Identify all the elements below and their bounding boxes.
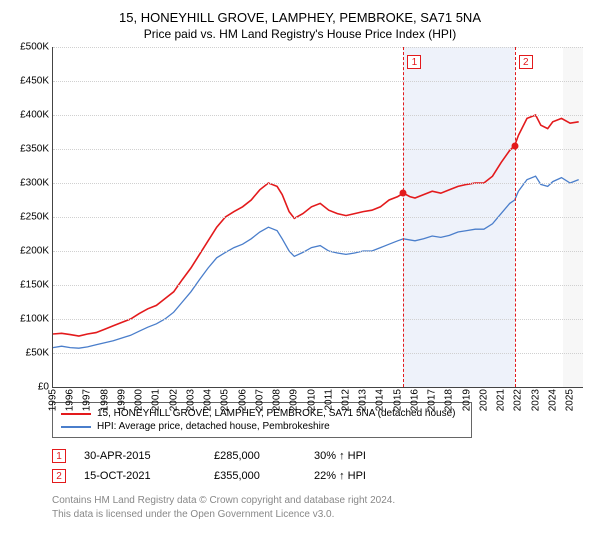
gridline-h <box>53 183 583 184</box>
gridline-h <box>53 115 583 116</box>
x-tick-label: 2018 <box>444 389 455 411</box>
x-tick-label: 2011 <box>323 389 334 411</box>
y-tick-label: £450K <box>4 76 49 87</box>
y-tick-label: £350K <box>4 144 49 155</box>
sale-marker-dot <box>511 142 518 149</box>
sale-marker-dot <box>400 190 407 197</box>
sale-marker-line <box>515 47 516 387</box>
x-tick-label: 2013 <box>358 389 369 411</box>
sale-vs-hpi: 22% ↑ HPI <box>314 470 434 482</box>
y-tick-label: £150K <box>4 280 49 291</box>
x-tick-label: 1995 <box>48 389 59 411</box>
x-tick-label: 2005 <box>220 389 231 411</box>
footer-line-2: This data is licensed under the Open Gov… <box>52 508 600 522</box>
x-tick-label: 2014 <box>375 389 386 411</box>
y-tick-label: £500K <box>4 42 49 53</box>
sale-date: 15-OCT-2021 <box>84 470 214 482</box>
x-tick-label: 2021 <box>496 389 507 411</box>
sale-marker-1: 1 <box>52 449 66 463</box>
sale-price: £355,000 <box>214 470 314 482</box>
x-tick-label: 2002 <box>168 389 179 411</box>
gridline-h <box>53 217 583 218</box>
x-tick-label: 2007 <box>254 389 265 411</box>
y-tick-label: £0 <box>4 382 49 393</box>
x-tick-label: 1996 <box>65 389 76 411</box>
legend-swatch-hpi <box>61 426 91 428</box>
y-tick-label: £100K <box>4 314 49 325</box>
x-tick-label: 2020 <box>478 389 489 411</box>
x-tick-label: 2010 <box>306 389 317 411</box>
x-tick-label: 2023 <box>530 389 541 411</box>
x-tick-label: 2025 <box>565 389 576 411</box>
x-tick-label: 1998 <box>99 389 110 411</box>
sale-marker-box: 2 <box>519 55 533 69</box>
gridline-h <box>53 251 583 252</box>
gridline-h <box>53 353 583 354</box>
y-tick-label: £300K <box>4 178 49 189</box>
sales-table: 1 30-APR-2015 £285,000 30% ↑ HPI 2 15-OC… <box>52 446 600 486</box>
legend-swatch-property <box>61 413 91 415</box>
gridline-h <box>53 319 583 320</box>
x-tick-label: 2012 <box>341 389 352 411</box>
x-tick-label: 2016 <box>409 389 420 411</box>
figure-root: 15, HONEYHILL GROVE, LAMPHEY, PEMBROKE, … <box>0 0 600 560</box>
sale-marker-box: 1 <box>407 55 421 69</box>
y-tick-label: £250K <box>4 212 49 223</box>
x-tick-label: 2003 <box>185 389 196 411</box>
legend-row-hpi: HPI: Average price, detached house, Pemb… <box>61 420 463 433</box>
sale-row: 1 30-APR-2015 £285,000 30% ↑ HPI <box>52 446 600 466</box>
x-tick-label: 2001 <box>151 389 162 411</box>
x-tick-label: 2009 <box>289 389 300 411</box>
x-tick-label: 2015 <box>392 389 403 411</box>
y-tick-label: £200K <box>4 246 49 257</box>
sale-marker-line <box>403 47 404 387</box>
y-tick-label: £400K <box>4 110 49 121</box>
sale-vs-hpi: 30% ↑ HPI <box>314 450 434 462</box>
x-tick-label: 2004 <box>203 389 214 411</box>
sale-marker-2: 2 <box>52 469 66 483</box>
sale-price: £285,000 <box>214 450 314 462</box>
x-tick-label: 2006 <box>237 389 248 411</box>
chart-subtitle: Price paid vs. HM Land Registry's House … <box>0 25 600 47</box>
legend-label-hpi: HPI: Average price, detached house, Pemb… <box>97 421 330 432</box>
gridline-h <box>53 81 583 82</box>
chart-title: 15, HONEYHILL GROVE, LAMPHEY, PEMBROKE, … <box>0 0 600 25</box>
gridline-h <box>53 47 583 48</box>
x-tick-label: 2008 <box>272 389 283 411</box>
chart-plot-area: £0£50K£100K£150K£200K£250K£300K£350K£400… <box>52 47 583 388</box>
footer-line-1: Contains HM Land Registry data © Crown c… <box>52 494 600 508</box>
x-tick-label: 1999 <box>116 389 127 411</box>
x-tick-label: 2024 <box>547 389 558 411</box>
figure-footer: Contains HM Land Registry data © Crown c… <box>52 494 600 521</box>
x-tick-label: 2000 <box>134 389 145 411</box>
x-tick-label: 1997 <box>82 389 93 411</box>
x-tick-label: 2019 <box>461 389 472 411</box>
gridline-h <box>53 149 583 150</box>
y-tick-label: £50K <box>4 348 49 359</box>
x-tick-label: 2022 <box>513 389 524 411</box>
sale-row: 2 15-OCT-2021 £355,000 22% ↑ HPI <box>52 466 600 486</box>
x-tick-label: 2017 <box>427 389 438 411</box>
series-hpi <box>53 176 579 348</box>
sale-date: 30-APR-2015 <box>84 450 214 462</box>
gridline-h <box>53 285 583 286</box>
